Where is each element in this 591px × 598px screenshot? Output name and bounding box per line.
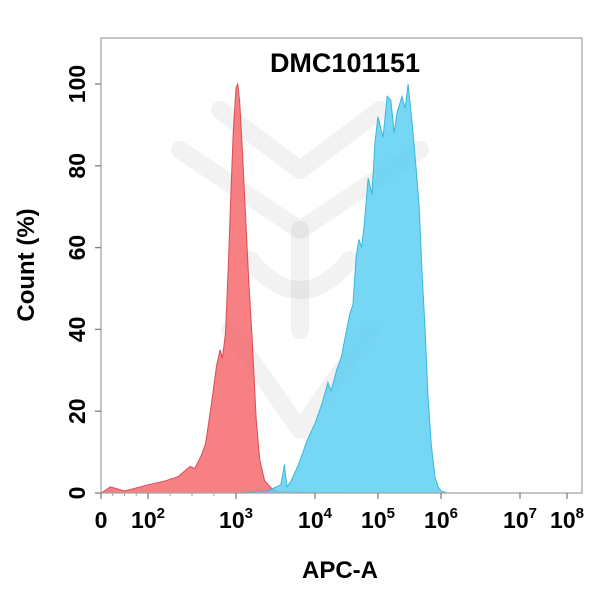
- x-tick-label: 103: [219, 505, 253, 533]
- y-tick-label: 40: [64, 317, 90, 343]
- y-tick-label: 80: [64, 153, 90, 179]
- x-tick-label: 108: [550, 505, 584, 533]
- x-tick-label: 106: [424, 505, 458, 533]
- x-tick-label: 107: [503, 505, 537, 533]
- y-tick-label: 0: [64, 487, 90, 500]
- y-tick-label: 60: [64, 235, 90, 261]
- series-layer: [99, 82, 448, 494]
- x-tick-label: 104: [298, 505, 333, 533]
- histogram-series-2: [235, 83, 448, 494]
- x-axis-ticks: 0 102 103 104 105 106 107 108: [95, 493, 584, 533]
- plot-frame: [100, 37, 583, 494]
- watermark-stroke: [241, 251, 359, 299]
- x-tick-label: 102: [131, 505, 165, 533]
- x-tick-label: 105: [361, 505, 395, 533]
- y-axis-label: Count (%): [13, 208, 40, 321]
- watermark-stroke: [211, 101, 389, 179]
- x-axis-label: APC-A: [302, 557, 378, 584]
- y-tick-label: 20: [64, 398, 90, 424]
- y-tick-label: 100: [64, 65, 90, 103]
- y-axis-ticks: 0 20 40 60 80 100: [64, 65, 101, 500]
- x-tick-label: 0: [95, 507, 108, 533]
- histogram-series-1: [99, 82, 441, 494]
- chart-title: DMC101151: [270, 48, 420, 78]
